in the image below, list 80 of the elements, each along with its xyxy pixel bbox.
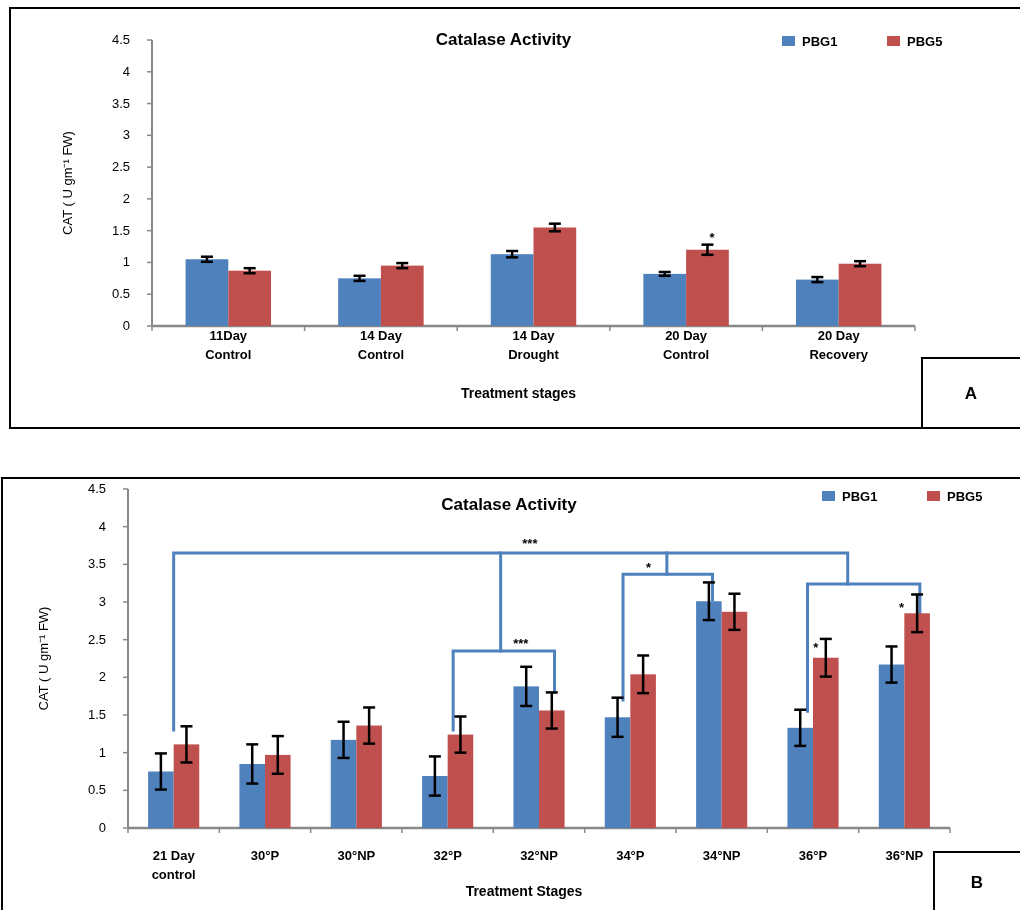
y-tick-label: 2.5	[111, 159, 130, 175]
y-tick-label: 3.5	[111, 95, 130, 111]
bar	[838, 263, 882, 326]
y-tick-label: 2	[122, 190, 130, 206]
x-tick-label: 20 Day Recovery	[809, 328, 869, 362]
y-tick-label: 2	[98, 669, 106, 685]
bar	[686, 249, 729, 326]
bar	[173, 744, 200, 828]
y-tick-label: 4	[98, 518, 106, 534]
bar	[356, 725, 382, 828]
x-tick-label: 14 Day Drought	[508, 328, 560, 362]
x-tick-label: 14 Day Control	[357, 328, 405, 362]
y-tick-label: 0.5	[111, 286, 130, 302]
y-tick-label: 4	[122, 63, 130, 79]
x-tick-label: 34°P	[616, 848, 645, 863]
bar	[338, 278, 381, 326]
bar	[539, 710, 565, 828]
x-tick-label: 34°NP	[702, 848, 741, 863]
y-tick-label: 3	[122, 127, 130, 143]
text: A	[964, 384, 978, 403]
chart-title: Catalase Activity	[435, 30, 572, 49]
bar	[447, 734, 474, 828]
y-tick-label: 0	[98, 820, 106, 835]
annotation: *	[899, 600, 906, 616]
y-tick-label: 0.5	[87, 782, 106, 798]
x-axis-title: Treatment Stages	[465, 883, 583, 899]
bar	[185, 259, 229, 326]
annotation: *	[813, 640, 820, 656]
bar	[643, 273, 687, 326]
legend-label: PBG1	[842, 489, 878, 504]
legend-label: PBG1	[802, 34, 838, 49]
bar	[533, 227, 577, 326]
bar	[787, 727, 813, 828]
legend-label: PBG5	[947, 489, 983, 504]
x-tick-label: 36°NP	[885, 848, 924, 863]
x-tick-label: 32°NP	[520, 848, 559, 863]
bar	[330, 739, 357, 828]
annotation: ***	[522, 536, 539, 552]
x-tick-label: 21 Day control	[151, 848, 196, 882]
bar	[604, 717, 631, 828]
x-tick-label: 32°P	[433, 848, 463, 863]
bar	[630, 674, 656, 828]
annotation: *	[646, 559, 653, 575]
bar	[380, 265, 424, 326]
x-tick-label: 30°P	[250, 848, 280, 863]
text: B	[970, 873, 984, 892]
y-tick-label: 4.5	[87, 481, 106, 496]
bar	[422, 776, 448, 828]
bar	[148, 771, 174, 828]
bar	[696, 601, 722, 828]
bar	[265, 754, 291, 828]
bar	[878, 664, 905, 828]
y-axis-title: CAT ( U gm⁻¹ FW)	[60, 131, 75, 235]
y-tick-label: 0	[122, 318, 130, 333]
x-tick-label: 30°NP	[337, 848, 376, 863]
bar	[813, 657, 839, 828]
chart-title: Catalase Activity	[441, 495, 578, 514]
bar	[513, 686, 539, 828]
y-tick-label: 1	[122, 254, 130, 270]
annotation: ***	[513, 636, 530, 652]
bar	[239, 763, 265, 828]
bar	[490, 254, 534, 326]
x-tick-label: 11Day Control	[205, 328, 252, 362]
x-tick-label: 20 Day Control	[662, 328, 710, 362]
y-tick-label: 2.5	[87, 631, 106, 647]
x-tick-label: 36°P	[798, 848, 828, 863]
annotation: *	[709, 230, 716, 246]
y-axis-title: CAT ( U gm⁻¹ FW)	[36, 606, 51, 711]
bar	[721, 611, 748, 828]
y-tick-label: 3	[98, 594, 106, 609]
x-axis-title: Treatment stages	[460, 385, 577, 401]
y-tick-label: 1.5	[111, 222, 130, 238]
y-tick-label: 4.5	[111, 32, 130, 47]
bar	[904, 613, 930, 828]
y-tick-label: 3.5	[87, 556, 106, 572]
bar	[795, 279, 839, 326]
y-tick-label: 1.5	[87, 707, 106, 722]
legend-label: PBG5	[907, 34, 943, 49]
bar	[228, 270, 272, 326]
y-tick-label: 1	[98, 744, 106, 760]
